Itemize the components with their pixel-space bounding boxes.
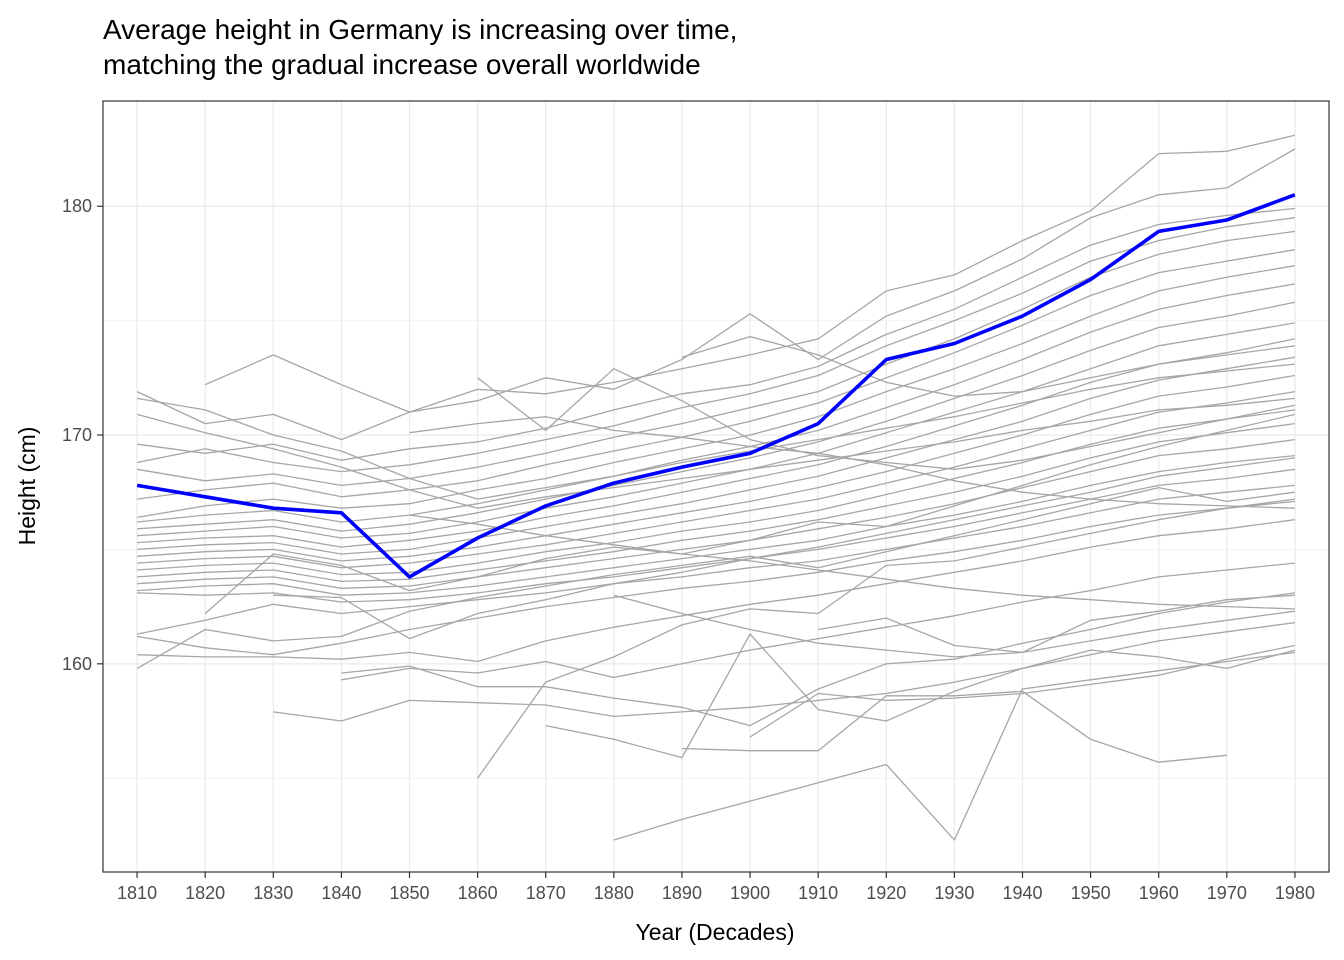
background-series-line-12	[137, 374, 1296, 562]
background-series-group	[136, 134, 1296, 841]
x-tick-label-1830: 1830	[253, 883, 293, 903]
background-series-line-28	[341, 562, 1295, 681]
germany-series-line	[136, 193, 1296, 579]
x-tick-label-1890: 1890	[662, 883, 702, 903]
background-series-line-31	[545, 633, 1296, 759]
major-gridlines	[103, 101, 1329, 872]
background-series-line-29	[341, 592, 1295, 727]
y-tick-label-170: 170	[62, 425, 92, 445]
background-series-line-9	[137, 322, 1296, 539]
x-tick-label-1940: 1940	[1002, 883, 1042, 903]
x-tick-label-1980: 1980	[1275, 883, 1315, 903]
y-tick-label-160: 160	[62, 654, 92, 674]
background-series-line-32	[681, 690, 1227, 763]
highlight-series-group	[136, 193, 1296, 579]
x-tick-label-1920: 1920	[866, 883, 906, 903]
background-series-line-2	[137, 207, 1295, 461]
y-axis: 160 170 180	[62, 196, 103, 674]
background-series-line-16	[137, 438, 1295, 589]
background-series-line-15	[137, 422, 1295, 583]
background-series-line-13	[137, 390, 1296, 569]
x-tick-label-1910: 1910	[798, 883, 838, 903]
background-series-line-40	[613, 594, 1295, 658]
background-series-line-14	[137, 409, 1295, 576]
background-series-line-22	[136, 486, 1295, 669]
x-tick-label-1840: 1840	[321, 883, 361, 903]
background-series-line-19	[136, 484, 1295, 635]
background-series-line-37	[409, 416, 1295, 509]
plot-panel-border	[102, 100, 1330, 873]
x-tick-label-1850: 1850	[389, 883, 429, 903]
chart-title-line-1: Average height in Germany is increasing …	[103, 14, 738, 45]
x-tick-label-1870: 1870	[526, 883, 566, 903]
background-series-line-35	[477, 368, 1296, 470]
background-series-line-7	[137, 283, 1296, 523]
background-series-line-17	[137, 454, 1295, 596]
background-series-line-25	[136, 397, 1295, 509]
y-tick-label-180: 180	[62, 196, 92, 216]
x-tick-label-1950: 1950	[1071, 883, 1111, 903]
background-series-line-26	[273, 457, 1295, 640]
x-tick-label-1970: 1970	[1207, 883, 1247, 903]
background-series-line-11	[137, 356, 1296, 555]
background-series-line-0	[136, 134, 1296, 441]
x-tick-label-1930: 1930	[934, 883, 974, 903]
x-axis-title: Year (Decades)	[636, 919, 795, 945]
background-series-line-30	[477, 498, 1295, 779]
background-series-line-38	[409, 514, 1295, 610]
x-tick-label-1820: 1820	[185, 883, 225, 903]
x-tick-label-1960: 1960	[1139, 883, 1179, 903]
x-axis: 1810 1820 1830 1840 1850 1860 1870 1880 1890 1900…	[117, 872, 1315, 903]
chart-title: Average height in Germany is increasing …	[103, 12, 737, 82]
x-tick-label-1900: 1900	[730, 883, 770, 903]
background-series-line-21	[137, 519, 1295, 663]
background-series-line-5	[137, 249, 1296, 500]
background-series-line-8	[137, 301, 1296, 532]
background-series-line-20	[136, 500, 1295, 656]
background-series-line-27	[273, 621, 1295, 722]
background-series-line-3	[136, 217, 1295, 473]
y-axis-title: Height (cm)	[14, 427, 40, 546]
background-series-line-18	[137, 468, 1295, 603]
background-series-line-33	[613, 651, 1295, 841]
x-tick-label-1880: 1880	[594, 883, 634, 903]
x-tick-label-1860: 1860	[458, 883, 498, 903]
background-series-line-39	[818, 594, 1295, 654]
chart-title-line-2: matching the gradual increase overall wo…	[103, 49, 701, 80]
background-series-line-24	[136, 363, 1295, 500]
background-series-line-23	[204, 413, 1296, 614]
background-series-line-36	[681, 335, 1295, 397]
background-series-line-1	[204, 148, 1296, 413]
x-tick-label-1810: 1810	[117, 883, 157, 903]
background-series-line-34	[749, 644, 1296, 738]
background-series-line-10	[137, 338, 1296, 548]
